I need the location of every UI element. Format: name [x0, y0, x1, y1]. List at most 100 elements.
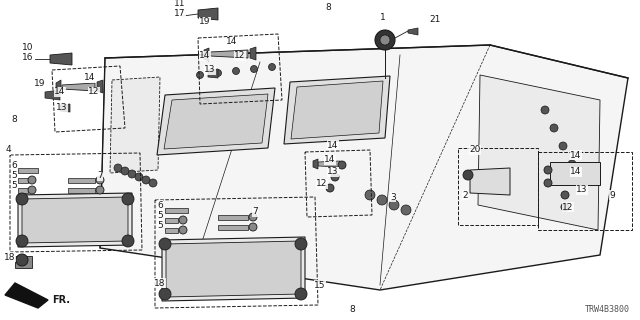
Text: 14: 14	[199, 52, 211, 60]
Text: FR.: FR.	[52, 295, 70, 305]
Circle shape	[250, 66, 257, 73]
Polygon shape	[166, 241, 301, 297]
Polygon shape	[157, 88, 275, 155]
Circle shape	[114, 164, 122, 172]
Circle shape	[142, 176, 150, 184]
Polygon shape	[22, 197, 128, 243]
Circle shape	[577, 178, 585, 186]
Polygon shape	[408, 28, 418, 35]
Circle shape	[375, 30, 395, 50]
Text: 20: 20	[469, 146, 481, 155]
Text: 21: 21	[429, 15, 441, 25]
Circle shape	[331, 173, 339, 181]
Polygon shape	[18, 168, 38, 173]
Polygon shape	[250, 47, 256, 60]
Circle shape	[389, 200, 399, 210]
Circle shape	[122, 235, 134, 247]
Text: 18: 18	[4, 252, 16, 261]
Polygon shape	[165, 218, 178, 223]
Circle shape	[122, 193, 134, 205]
Circle shape	[135, 173, 143, 181]
Polygon shape	[60, 104, 70, 112]
Circle shape	[96, 176, 104, 184]
Circle shape	[16, 254, 28, 266]
Polygon shape	[100, 45, 628, 290]
Polygon shape	[284, 76, 390, 144]
Circle shape	[16, 235, 28, 247]
Polygon shape	[164, 94, 268, 149]
Text: 8: 8	[11, 116, 17, 124]
Polygon shape	[313, 159, 318, 169]
Circle shape	[121, 167, 129, 175]
Circle shape	[179, 216, 187, 224]
Text: 13: 13	[204, 66, 216, 75]
Polygon shape	[165, 208, 188, 213]
Circle shape	[295, 238, 307, 250]
Polygon shape	[210, 50, 248, 58]
Text: 14: 14	[54, 87, 66, 97]
Text: 14: 14	[570, 150, 582, 159]
Polygon shape	[218, 225, 248, 230]
Polygon shape	[68, 188, 95, 193]
Polygon shape	[18, 178, 28, 183]
Circle shape	[338, 161, 346, 169]
Text: 12: 12	[234, 52, 246, 60]
Polygon shape	[165, 228, 178, 233]
Circle shape	[568, 160, 576, 168]
Circle shape	[377, 195, 387, 205]
Text: 5: 5	[157, 211, 163, 220]
Circle shape	[128, 170, 136, 178]
Polygon shape	[218, 215, 248, 220]
Text: 11: 11	[174, 0, 186, 9]
Polygon shape	[198, 8, 218, 20]
Polygon shape	[18, 188, 28, 193]
Circle shape	[96, 186, 104, 194]
Polygon shape	[68, 178, 95, 183]
Polygon shape	[62, 83, 95, 91]
Circle shape	[561, 191, 569, 199]
Text: 14: 14	[84, 74, 96, 83]
Polygon shape	[97, 80, 103, 93]
Text: 9: 9	[609, 190, 615, 199]
Circle shape	[544, 179, 552, 187]
Circle shape	[269, 63, 275, 70]
Text: 13: 13	[56, 103, 68, 113]
Circle shape	[16, 193, 28, 205]
Circle shape	[249, 213, 257, 221]
Polygon shape	[18, 193, 132, 247]
Circle shape	[249, 223, 257, 231]
Text: 14: 14	[327, 140, 339, 149]
Polygon shape	[110, 77, 160, 173]
Circle shape	[196, 71, 204, 78]
Text: 7: 7	[97, 172, 103, 180]
Circle shape	[28, 176, 36, 184]
Polygon shape	[168, 283, 185, 295]
Circle shape	[326, 184, 334, 192]
Circle shape	[295, 288, 307, 300]
Circle shape	[544, 166, 552, 174]
Text: 15: 15	[314, 281, 326, 290]
Text: 7: 7	[252, 207, 258, 217]
Text: 13: 13	[576, 186, 588, 195]
Circle shape	[159, 238, 171, 250]
Circle shape	[169, 282, 181, 294]
Text: 16: 16	[22, 52, 34, 61]
Circle shape	[159, 288, 171, 300]
Circle shape	[149, 179, 157, 187]
Circle shape	[28, 186, 36, 194]
Text: 5: 5	[11, 172, 17, 180]
Text: 13: 13	[327, 167, 339, 177]
Text: 1: 1	[380, 13, 386, 22]
Circle shape	[214, 69, 221, 76]
Polygon shape	[15, 256, 32, 268]
Text: 4: 4	[5, 146, 11, 155]
Polygon shape	[318, 161, 340, 167]
Circle shape	[401, 205, 411, 215]
Circle shape	[463, 170, 473, 180]
Polygon shape	[5, 283, 48, 308]
Text: 12: 12	[88, 87, 100, 97]
Text: 6: 6	[11, 161, 17, 170]
Polygon shape	[50, 53, 72, 65]
Circle shape	[232, 68, 239, 75]
Text: 6: 6	[157, 201, 163, 210]
